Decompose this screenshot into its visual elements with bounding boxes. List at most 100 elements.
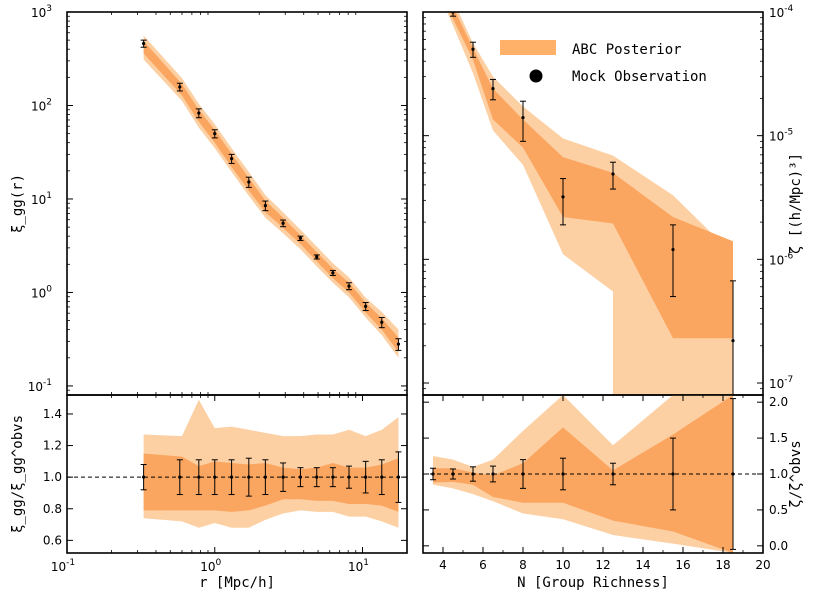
point-marker xyxy=(197,475,201,479)
point-marker xyxy=(197,111,201,115)
plot-area xyxy=(423,395,763,553)
data-point xyxy=(470,41,476,58)
panel-top-right: 10-7 10-6 10-5 10-4 ζ [(h/Mpc)³] ABC Posterio… xyxy=(422,4,804,396)
point-marker xyxy=(178,85,182,89)
y-tick-label: 2.0 xyxy=(769,395,788,409)
legend-swatch-point xyxy=(529,69,543,83)
data-point xyxy=(560,457,566,491)
data-point xyxy=(176,459,183,496)
data-point xyxy=(670,437,676,511)
y-tick-label: 1.5 xyxy=(769,431,788,445)
point-marker xyxy=(731,472,735,476)
point-marker xyxy=(213,475,217,479)
legend-swatch-band xyxy=(500,40,556,55)
point-marker xyxy=(263,475,267,479)
data-point xyxy=(430,467,436,481)
plot-area xyxy=(67,399,407,528)
point-marker xyxy=(331,475,335,479)
x-tick-label: 4 xyxy=(439,558,447,572)
data-point xyxy=(140,464,147,491)
data-point xyxy=(245,457,252,497)
data-point xyxy=(329,269,336,276)
y-tick-label: 10-1 xyxy=(28,378,52,394)
data-point xyxy=(490,78,496,101)
x-tick-label: 6 xyxy=(479,558,487,572)
data-point xyxy=(245,176,252,188)
y-tick-label: 10-6 xyxy=(769,251,794,267)
point-marker xyxy=(229,475,234,479)
data-point xyxy=(140,39,147,48)
point-marker xyxy=(471,472,475,476)
point-marker xyxy=(331,271,335,275)
y-tick-label: 102 xyxy=(31,97,52,113)
point-marker xyxy=(561,472,565,476)
point-marker xyxy=(298,236,303,240)
point-marker xyxy=(142,475,146,479)
point-marker xyxy=(731,339,735,343)
y-tick-label: 1.0 xyxy=(769,467,788,481)
data-point xyxy=(490,465,496,483)
point-marker xyxy=(491,472,495,476)
data-point xyxy=(313,254,320,260)
y-tick-label: 0.8 xyxy=(43,502,62,516)
data-point xyxy=(280,219,287,228)
axes-frame xyxy=(66,11,408,396)
y-tick-label: 100 xyxy=(31,284,52,300)
legend-label: Mock Observation xyxy=(572,69,707,85)
data-point xyxy=(345,282,352,291)
y-tick-label: 10-4 xyxy=(769,4,794,20)
data-point xyxy=(362,460,369,494)
band-inner-68 xyxy=(433,395,733,553)
point-marker xyxy=(611,172,615,176)
point-marker xyxy=(364,475,368,479)
data-point xyxy=(470,466,476,482)
point-marker xyxy=(671,247,675,252)
point-marker xyxy=(247,475,251,479)
data-point xyxy=(329,467,336,488)
data-point xyxy=(262,459,269,496)
x-tick-label: 100 xyxy=(200,558,221,574)
point-marker xyxy=(247,180,251,184)
y-tick-label: 1.0 xyxy=(43,470,62,484)
y-axis-label: ξ_gg/ξ_gg^obvs xyxy=(10,415,26,533)
point-marker xyxy=(364,304,368,308)
data-point xyxy=(195,108,202,119)
x-axis-label: N [Group Richness] xyxy=(517,575,669,591)
point-marker xyxy=(611,472,615,476)
y-tick-label: 0.0 xyxy=(769,539,788,553)
x-tick-label: 10-1 xyxy=(51,558,75,574)
band-inner-68 xyxy=(449,12,733,339)
data-point xyxy=(520,459,526,489)
point-marker xyxy=(380,475,384,479)
point-marker xyxy=(431,472,435,476)
data-point xyxy=(610,462,616,486)
data-point xyxy=(228,459,235,496)
legend-item: ABC Posterior xyxy=(500,40,682,58)
x-tick-label: 16 xyxy=(675,558,690,572)
point-marker xyxy=(298,475,303,479)
data-point xyxy=(560,178,566,226)
point-marker xyxy=(521,472,525,476)
data-point xyxy=(211,459,218,496)
data-point xyxy=(670,224,676,298)
x-tick-label: 8 xyxy=(519,558,527,572)
panel-bottom-left: 0.6 0.8 1.0 1.2 1.4 10-1 100 101 r [Mpc/h] ξ_gg/ξ… xyxy=(10,394,408,591)
x-tick-label: 101 xyxy=(348,558,369,574)
data-point xyxy=(730,280,736,395)
data-point xyxy=(313,467,320,488)
data-point xyxy=(228,153,235,164)
x-tick-label: 14 xyxy=(635,558,650,572)
point-marker xyxy=(142,41,146,46)
data-point xyxy=(211,129,218,139)
data-point xyxy=(297,235,304,241)
data-point xyxy=(280,462,287,492)
data-point xyxy=(395,451,402,503)
panel-bottom-right: 0.0 0.5 1.0 1.5 2.0 4 6 8 10 12 14 16 18 20 N [Group R… xyxy=(422,394,804,591)
point-marker xyxy=(281,475,285,479)
data-point xyxy=(362,302,369,312)
point-marker xyxy=(263,203,267,208)
point-marker xyxy=(451,472,455,476)
data-point xyxy=(450,468,456,480)
data-point xyxy=(730,398,736,550)
